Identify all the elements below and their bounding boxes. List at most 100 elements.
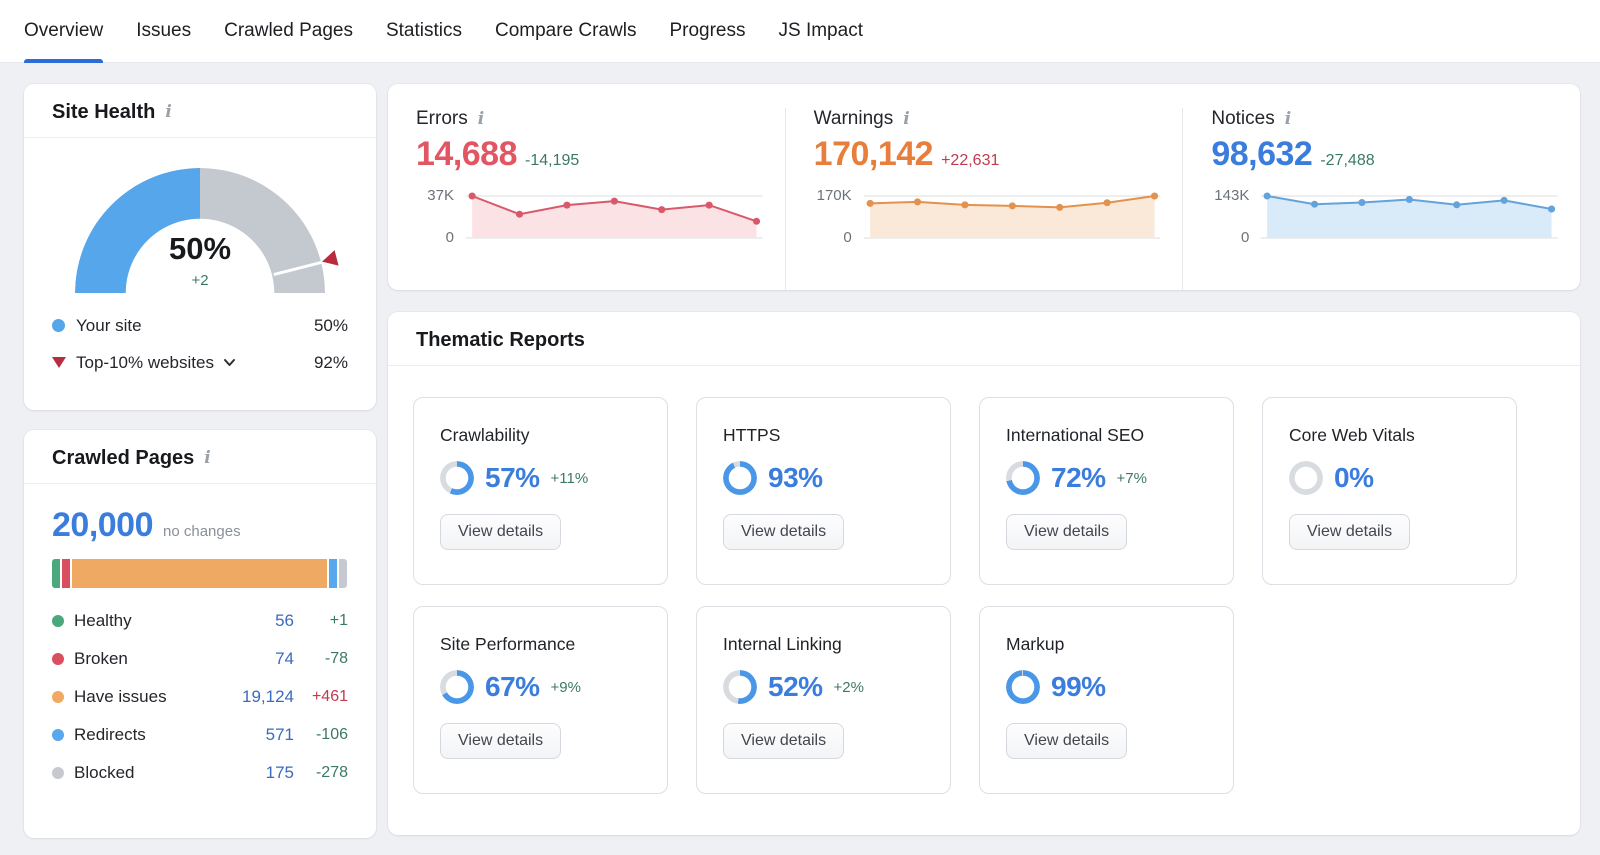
tab-crawled-pages[interactable]: Crawled Pages (224, 20, 353, 41)
thematic-score-row: 93% (723, 461, 924, 495)
view-details-button[interactable]: View details (723, 723, 845, 759)
thematic-card-internal-linking: Internal Linking 52% +2% View details (696, 606, 951, 794)
view-details-button[interactable]: View details (440, 514, 562, 550)
legend-value: 56 (275, 611, 294, 630)
warnings-value-row: 170,142 +22,631 (814, 135, 1161, 174)
warnings-axis-min: 0 (843, 229, 852, 246)
thematic-score-delta: +7% (1116, 469, 1147, 487)
warnings-count: 170,142 (813, 135, 934, 173)
warnings-label: Warnings (813, 108, 894, 129)
errors-axis-labels: 37K 0 (416, 186, 466, 246)
thematic-score-row: 67% +9% (440, 670, 641, 704)
thematic-score: 99% (1051, 671, 1106, 702)
red-triangle-down-icon (52, 357, 76, 368)
tab-statistics[interactable]: Statistics (385, 20, 462, 41)
thematic-score-row: 0% (1289, 461, 1490, 495)
crawled-pages-change-note: no changes (163, 523, 241, 540)
notices-axis-min: 0 (1241, 229, 1250, 246)
legend-delta: -78 (324, 650, 348, 667)
thematic-reports-header: Thematic Reports (388, 312, 1580, 366)
errors-delta: -14,195 (525, 152, 580, 169)
thematic-score: 52% (768, 671, 823, 702)
site-health-card: Site Health i 50% +2 Your site 50% Top-10%… (24, 84, 376, 410)
crawled-legend-row-broken: Broken 74 -78 (52, 640, 348, 678)
crawled-pages-info-icon[interactable]: i (204, 448, 211, 468)
legend-delta: -106 (315, 726, 348, 743)
thematic-score: 67% (485, 671, 540, 702)
legend-label: Top-10% websites (76, 352, 214, 372)
thematic-card-title: Internal Linking (723, 634, 842, 654)
errors-sparkline-row: 37K 0 (416, 186, 763, 246)
bar-segment-healthy (52, 559, 60, 588)
warnings-header: Warnings i (814, 108, 1161, 130)
thematic-score-delta: +11% (550, 469, 589, 487)
thematic-score-row: 52% +2% (723, 670, 924, 704)
notices-label: Notices (1211, 108, 1275, 129)
warnings-info-icon[interactable]: i (903, 108, 910, 129)
site-health-legend: Your site 50% Top-10% websites 92% (24, 293, 376, 381)
bar-segment-have-issues (71, 559, 328, 588)
thematic-card-title: International SEO (1006, 425, 1145, 445)
score-donut-icon (1006, 461, 1040, 495)
notices-column: Notices i 98,632 -27,488 143K 0 (1182, 108, 1580, 290)
crawled-legend-row-redirects: Redirects 571 -106 (52, 716, 348, 754)
thematic-card-https: HTTPS 93% View details (696, 397, 951, 585)
thematic-card-markup: Markup 99% View details (979, 606, 1234, 794)
have-issues-dot-icon (52, 691, 64, 703)
crawled-pages-total: 20,000 (52, 506, 154, 544)
thematic-reports-title: Thematic Reports (416, 329, 585, 351)
notices-info-icon[interactable]: i (1284, 108, 1292, 129)
errors-count: 14,688 (416, 135, 518, 173)
warnings-sparkline-row: 170K 0 (814, 186, 1161, 246)
score-donut-icon (723, 670, 757, 704)
thematic-card-title: HTTPS (723, 425, 781, 445)
errors-column: Errors i 14,688 -14,195 37K 0 (388, 108, 785, 290)
legend-value: 50% (313, 315, 348, 335)
legend-delta: +461 (311, 688, 348, 705)
warnings-axis-labels: 170K 0 (814, 186, 864, 246)
bar-segment-broken (61, 559, 70, 588)
thematic-score-delta: +2% (833, 678, 864, 696)
redirects-dot-icon (52, 729, 64, 741)
blue-dot-shape (52, 319, 65, 332)
crawled-legend-row-blocked: Blocked 175 -278 (52, 754, 348, 792)
legend-label: Blocked (74, 763, 135, 782)
view-details-button[interactable]: View details (723, 514, 845, 550)
view-details-button[interactable]: View details (440, 723, 562, 759)
legend-label: Broken (74, 649, 128, 668)
thematic-score: 72% (1051, 462, 1106, 493)
legend-label: Redirects (74, 725, 146, 744)
thematic-score: 0% (1334, 462, 1374, 493)
bar-segment-blocked (339, 559, 348, 588)
crawled-pages-legend: Healthy 56 +1 Broken 74 -78 Have issues 19,124 +… (52, 602, 348, 792)
crawled-pages-body: 20,000 no changes Healthy 56 +1 Broken 74 -78… (24, 506, 376, 792)
tab-issues[interactable]: Issues (136, 20, 192, 41)
legend-label: Your site (76, 315, 142, 335)
notices-delta: -27,488 (1320, 152, 1375, 169)
tab-overview[interactable]: Overview (24, 0, 104, 63)
warnings-sparkline (863, 192, 1161, 239)
view-details-button[interactable]: View details (1289, 514, 1411, 550)
view-details-button[interactable]: View details (1006, 514, 1128, 550)
tab-progress[interactable]: Progress (669, 20, 746, 41)
red-triangle-down-shape (52, 357, 66, 368)
legend-label: Healthy (74, 611, 132, 630)
thematic-card-crawlability: Crawlability 57% +11% View details (413, 397, 668, 585)
thematic-card-title: Site Performance (440, 634, 576, 654)
legend-label: Have issues (74, 687, 167, 706)
thematic-card-site-performance: Site Performance 67% +9% View details (413, 606, 668, 794)
thematic-card-title: Crawlability (440, 425, 530, 445)
site-health-legend-row-top-10-websites: Top-10% websites 92% (52, 344, 348, 381)
site-health-info-icon[interactable]: i (165, 102, 172, 122)
errors-info-icon[interactable]: i (477, 108, 485, 129)
site-health-gauge: 50% +2 (75, 168, 339, 293)
crawled-pages-title: Crawled Pages (52, 447, 195, 469)
chevron-down-icon[interactable] (223, 358, 236, 367)
legend-value: 571 (265, 725, 294, 744)
blue-dot-icon (52, 319, 76, 332)
blocked-dot-icon (52, 767, 64, 779)
tab-compare-crawls[interactable]: Compare Crawls (494, 20, 637, 41)
tab-js-impact[interactable]: JS Impact (778, 20, 863, 41)
thematic-score-row: 72% +7% (1006, 461, 1207, 495)
view-details-button[interactable]: View details (1006, 723, 1128, 759)
